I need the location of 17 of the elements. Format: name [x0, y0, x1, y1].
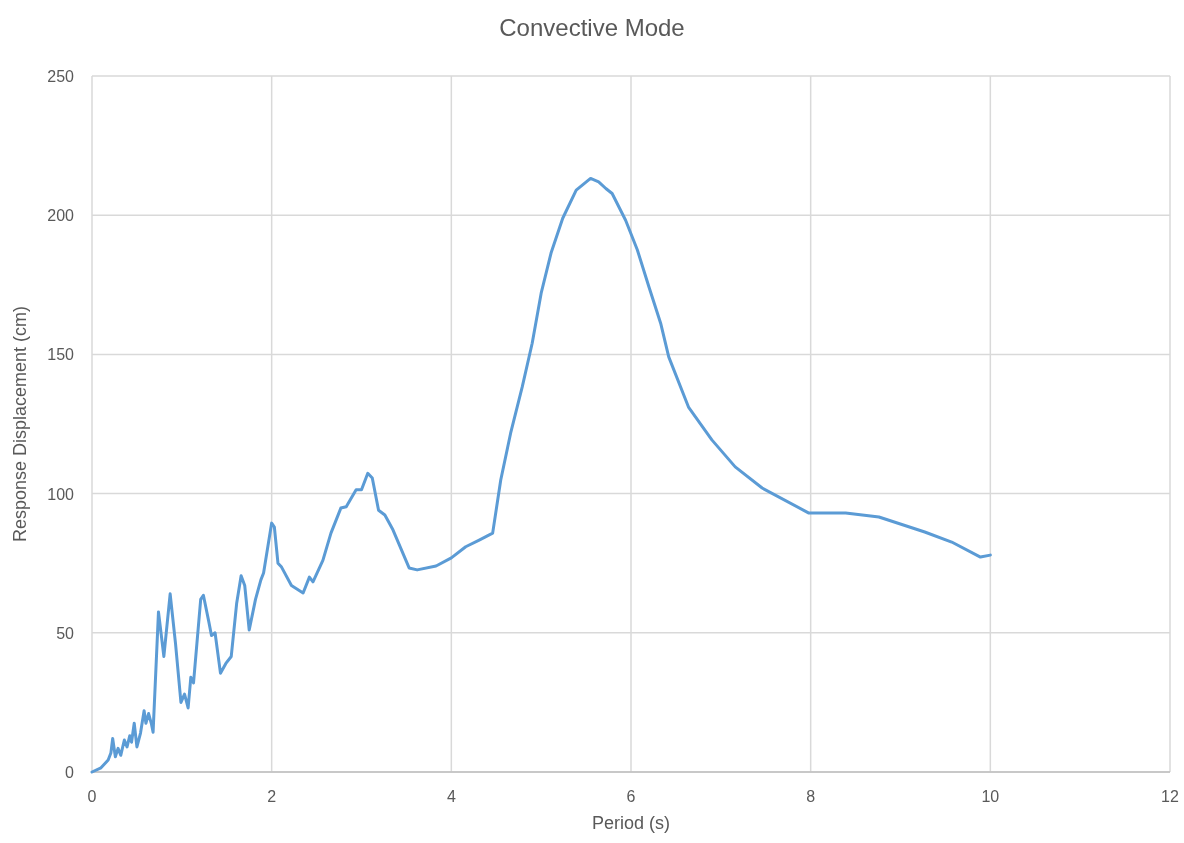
- y-tick-label: 200: [47, 207, 75, 225]
- x-tick-label: 6: [626, 788, 636, 805]
- y-tick-label: 50: [56, 624, 75, 642]
- y-tick-label: 250: [47, 68, 75, 85]
- line-series: [90, 176, 992, 774]
- x-axis-title: Period (s): [591, 813, 671, 833]
- y-tick-label: 150: [47, 346, 75, 364]
- y-tick-label: 100: [47, 485, 75, 503]
- y-tick-label: 0: [65, 764, 75, 781]
- x-tick-label: 0: [87, 788, 97, 805]
- x-tick-label: 4: [446, 788, 456, 805]
- y-axis-title: Response Displacement (cm): [10, 305, 30, 543]
- x-tick-label: 8: [806, 788, 816, 805]
- x-tick-label: 2: [267, 788, 277, 805]
- chart-title: Convective Mode: [499, 14, 685, 41]
- x-tick-label: 12: [1161, 788, 1179, 805]
- x-tick-label: 10: [981, 788, 1000, 805]
